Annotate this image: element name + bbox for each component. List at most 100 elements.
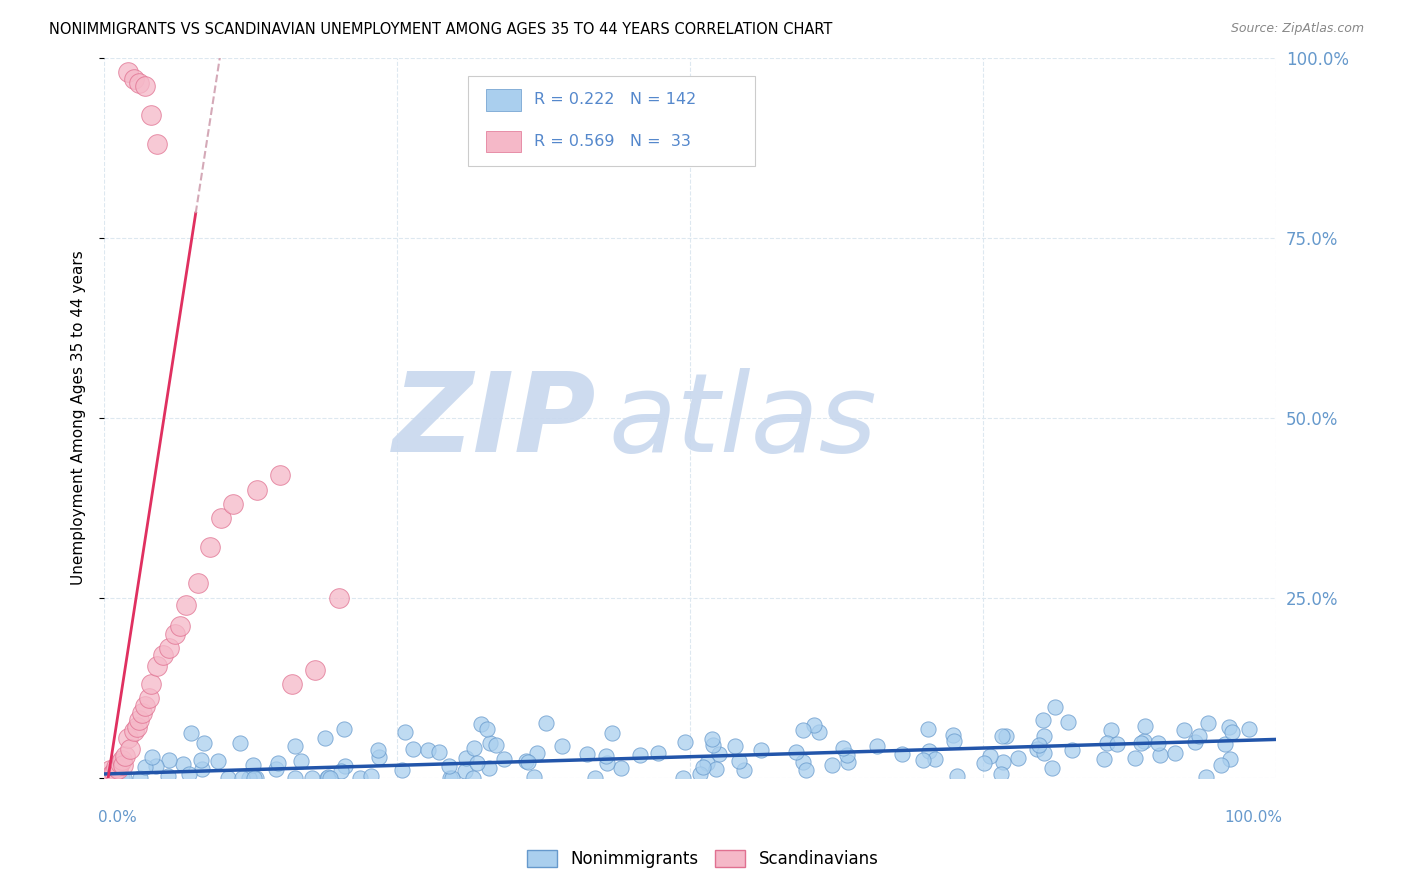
Point bbox=[1105, 737, 1128, 751]
Point bbox=[704, 762, 727, 776]
Point bbox=[284, 739, 307, 753]
Point bbox=[534, 715, 557, 730]
Point bbox=[1147, 736, 1170, 750]
Point bbox=[105, 760, 128, 774]
Point bbox=[112, 757, 135, 772]
Point bbox=[284, 771, 307, 785]
Point bbox=[516, 755, 538, 769]
Point bbox=[101, 767, 124, 781]
Point bbox=[595, 748, 617, 763]
Point bbox=[918, 744, 941, 758]
Point bbox=[1213, 737, 1236, 751]
Point bbox=[1130, 736, 1153, 750]
Point bbox=[912, 753, 935, 767]
Point bbox=[832, 741, 855, 756]
Point bbox=[146, 137, 169, 152]
Point bbox=[465, 756, 488, 771]
Point bbox=[917, 722, 939, 736]
Point bbox=[700, 731, 723, 746]
Text: 0.0%: 0.0% bbox=[98, 810, 138, 825]
Point bbox=[440, 771, 463, 785]
FancyBboxPatch shape bbox=[486, 89, 522, 111]
Point bbox=[304, 663, 326, 677]
Legend: Nonimmigrants, Scandinavians: Nonimmigrants, Scandinavians bbox=[520, 843, 886, 875]
Point bbox=[600, 726, 623, 740]
Point bbox=[1033, 729, 1056, 743]
Point bbox=[1163, 746, 1185, 760]
Point bbox=[724, 739, 747, 754]
Point bbox=[152, 648, 174, 663]
Text: Source: ZipAtlas.com: Source: ZipAtlas.com bbox=[1230, 22, 1364, 36]
Point bbox=[98, 764, 121, 778]
Point bbox=[785, 745, 807, 759]
FancyBboxPatch shape bbox=[486, 130, 522, 153]
Point bbox=[792, 723, 814, 738]
Point bbox=[1211, 757, 1233, 772]
Point bbox=[163, 626, 186, 640]
Point bbox=[807, 725, 830, 739]
Point bbox=[1184, 735, 1206, 749]
Point bbox=[596, 756, 619, 770]
Point bbox=[696, 756, 718, 771]
Point bbox=[172, 756, 194, 771]
Point bbox=[439, 771, 461, 785]
Point bbox=[111, 753, 134, 767]
Point bbox=[242, 758, 264, 772]
Point bbox=[1219, 752, 1241, 766]
Point bbox=[576, 747, 599, 761]
Point bbox=[1188, 729, 1211, 743]
Point bbox=[702, 738, 724, 752]
Point bbox=[301, 771, 323, 785]
Point bbox=[330, 764, 353, 778]
Point bbox=[821, 757, 844, 772]
Point bbox=[1032, 713, 1054, 727]
Text: NONIMMIGRANTS VS SCANDINAVIAN UNEMPLOYMENT AMONG AGES 35 TO 44 YEARS CORRELATION: NONIMMIGRANTS VS SCANDINAVIAN UNEMPLOYME… bbox=[49, 22, 832, 37]
Point bbox=[141, 750, 163, 764]
Point bbox=[1132, 734, 1154, 748]
Point bbox=[973, 756, 995, 770]
Point bbox=[114, 749, 136, 764]
Point bbox=[335, 758, 357, 772]
Point bbox=[416, 743, 439, 757]
Point bbox=[628, 747, 651, 762]
Point bbox=[131, 706, 153, 720]
Point bbox=[211, 511, 233, 525]
Point bbox=[187, 576, 209, 591]
Point bbox=[689, 767, 711, 781]
Point bbox=[281, 677, 304, 691]
Point bbox=[222, 497, 245, 511]
Point bbox=[1133, 719, 1156, 733]
Point bbox=[367, 749, 389, 764]
Text: R = 0.569   N =  33: R = 0.569 N = 33 bbox=[534, 134, 692, 149]
Point bbox=[492, 752, 515, 766]
Point bbox=[1026, 741, 1049, 756]
Point bbox=[229, 736, 252, 750]
Point bbox=[169, 619, 191, 633]
Point bbox=[134, 79, 156, 94]
Point bbox=[707, 747, 730, 761]
Point bbox=[610, 761, 633, 775]
Point bbox=[835, 747, 858, 762]
Point bbox=[315, 771, 337, 785]
Point bbox=[138, 691, 160, 706]
Point bbox=[328, 591, 350, 605]
Point bbox=[991, 755, 1014, 769]
Point bbox=[454, 764, 477, 779]
Point bbox=[475, 722, 498, 736]
Point bbox=[264, 762, 287, 776]
Point bbox=[360, 768, 382, 782]
Point bbox=[112, 771, 135, 785]
Point bbox=[190, 753, 212, 767]
Point bbox=[141, 108, 163, 122]
Point bbox=[990, 766, 1012, 780]
Point bbox=[269, 468, 291, 483]
Point bbox=[1220, 724, 1243, 739]
Point bbox=[1060, 743, 1083, 757]
Point bbox=[349, 771, 371, 785]
Point bbox=[127, 720, 149, 734]
Point bbox=[111, 771, 134, 785]
Point bbox=[1095, 736, 1118, 750]
Text: R = 0.222   N = 142: R = 0.222 N = 142 bbox=[534, 93, 696, 107]
Point bbox=[979, 749, 1001, 764]
Point bbox=[319, 771, 342, 785]
